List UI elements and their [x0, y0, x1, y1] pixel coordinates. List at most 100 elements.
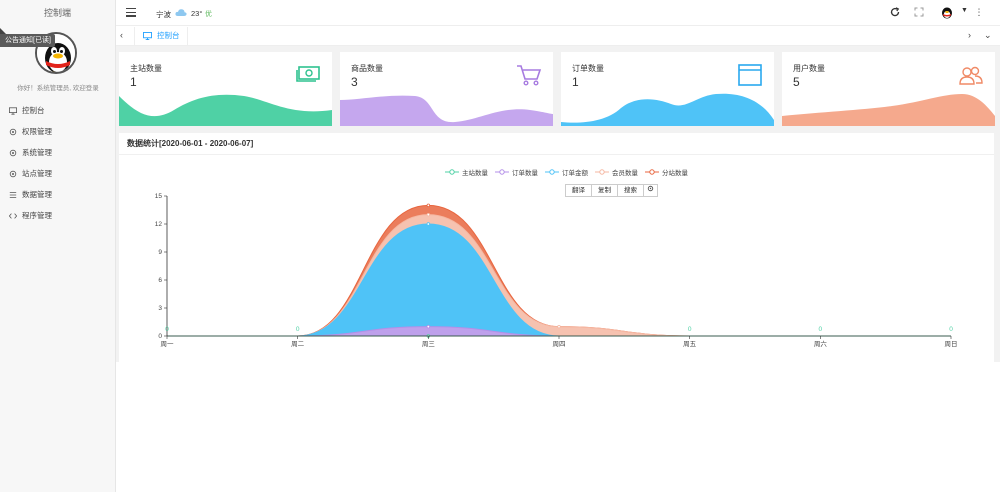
- x-tick-label: 周五: [683, 340, 697, 348]
- data-point: [426, 203, 431, 208]
- stats-panel: 数据统计[2020-06-01 - 2020-06-07] 主站数量 订单数量 …: [119, 133, 994, 362]
- users-icon: [959, 66, 983, 85]
- y-tick-label: 3: [158, 305, 162, 312]
- tab-bar: ‹ 控制台 › ⌄: [116, 26, 1000, 46]
- x-tick-label: 周六: [814, 339, 828, 348]
- stats-title: 数据统计[2020-06-01 - 2020-06-07]: [127, 139, 254, 148]
- sidebar-item-site[interactable]: 站点管理: [0, 163, 116, 184]
- y-tick-label: 6: [158, 277, 162, 284]
- chevron-down-icon[interactable]: ▼: [961, 7, 968, 14]
- x-tick-label: 周三: [422, 340, 436, 348]
- legend-swatch: [645, 169, 659, 175]
- x-tick-label: 周一: [161, 340, 175, 348]
- legend-swatch: [445, 169, 459, 175]
- user-avatar-icon[interactable]: [940, 5, 954, 19]
- stat-card-orders: 订单数量 1: [561, 52, 774, 126]
- sidebar-item-permission[interactable]: 权限管理: [0, 121, 116, 142]
- sidebar-item-system[interactable]: 系统管理: [0, 142, 116, 163]
- sidebar-item-label: 数据管理: [22, 190, 52, 199]
- sidebar-title: 控制端: [43, 8, 71, 18]
- chevron-left-icon[interactable]: ‹: [120, 30, 123, 40]
- penguin-avatar-icon: [37, 34, 75, 72]
- legend-item[interactable]: 分站数量: [645, 167, 688, 177]
- legend-item[interactable]: 会员数量: [595, 167, 638, 177]
- tab-dashboard[interactable]: 控制台: [134, 27, 188, 45]
- legend-item[interactable]: 主站数量: [445, 167, 488, 177]
- sidebar-item-label: 系统管理: [22, 148, 52, 157]
- data-label: 0: [688, 326, 692, 333]
- data-point: [426, 324, 431, 329]
- data-point: [557, 324, 561, 329]
- y-tick-label: 9: [158, 249, 162, 256]
- greeting-text: 你好！系统管理员, 欢迎登录: [17, 85, 99, 92]
- gear-icon: [647, 185, 654, 192]
- monitor-icon: [9, 106, 17, 115]
- stat-card-title: 用户数量: [793, 64, 825, 73]
- series-line: [167, 204, 951, 337]
- chevron-down-icon[interactable]: ⌄: [984, 30, 992, 40]
- settings-icon: [9, 149, 17, 156]
- avatar[interactable]: [35, 32, 77, 74]
- y-tick-label: 12: [155, 221, 163, 228]
- settings-button[interactable]: [643, 184, 658, 197]
- sidebar-item-label: 权限管理: [22, 127, 52, 136]
- legend-label: 主站数量: [462, 170, 488, 177]
- series-line: [167, 223, 951, 337]
- data-label: 0: [296, 326, 300, 333]
- sidebar-item-program[interactable]: 程序管理: [0, 205, 116, 226]
- money-icon: [296, 66, 320, 82]
- stat-card-title: 订单数量: [572, 64, 604, 73]
- notice-badge[interactable]: 公告通知[已读]: [0, 34, 55, 47]
- fullscreen-icon[interactable]: [914, 7, 924, 17]
- data-label: 0: [165, 326, 169, 333]
- stat-card-value: 5: [793, 75, 800, 89]
- top-header: 宁波 23° 优 ▼ ⋮: [116, 0, 1000, 26]
- cloud-icon: [175, 9, 187, 16]
- x-tick-label: 周四: [553, 340, 566, 348]
- sidebar-item-label: 程序管理: [22, 211, 52, 220]
- sidebar-item-data[interactable]: 数据管理: [0, 184, 116, 205]
- series-area: [167, 214, 951, 336]
- legend-label: 分站数量: [662, 170, 688, 177]
- chart-legend: 主站数量 订单数量 订单金额 会员数量 分站数量: [445, 167, 688, 177]
- stat-card-title: 主站数量: [130, 64, 162, 73]
- stat-card-value: 1: [130, 75, 137, 89]
- monitor-icon: [143, 32, 152, 40]
- list-icon: [9, 191, 17, 198]
- settings-icon: [9, 128, 17, 135]
- series-line: [167, 214, 951, 337]
- y-tick-label: 0: [158, 333, 162, 340]
- stat-card-users: 用户数量 5: [782, 52, 995, 126]
- code-icon: [9, 212, 17, 219]
- divider: [119, 154, 994, 155]
- series-area: [167, 205, 951, 336]
- cart-icon: [517, 65, 542, 86]
- more-vertical-icon[interactable]: ⋮: [974, 7, 984, 17]
- card-wave: [782, 94, 995, 126]
- data-label: 0: [949, 326, 953, 333]
- x-tick-label: 周日: [945, 340, 958, 348]
- sidebar-menu: 控制台 权限管理 系统管理 站点管理 数据管理 程序管理: [0, 100, 116, 226]
- legend-label: 会员数量: [612, 170, 638, 177]
- sidebar-item-dashboard[interactable]: 控制台: [0, 100, 116, 121]
- sidebar-item-label: 站点管理: [22, 169, 52, 178]
- refresh-icon[interactable]: [890, 7, 900, 17]
- chart-toolbox: 翻译 复制 搜索: [565, 184, 658, 197]
- search-button[interactable]: 搜索: [617, 184, 644, 197]
- card-wave: [561, 93, 774, 126]
- window-icon: [738, 64, 762, 86]
- legend-item[interactable]: 订单数量: [495, 167, 538, 177]
- legend-item[interactable]: 订单金额: [545, 167, 588, 177]
- settings-icon: [9, 170, 17, 177]
- chevron-right-icon[interactable]: ›: [968, 30, 971, 40]
- menu-toggle-icon[interactable]: [126, 8, 136, 17]
- series-area: [167, 326, 951, 336]
- card-wave: [340, 95, 553, 126]
- weather-aqi: 优: [205, 11, 212, 18]
- data-label: 0: [819, 326, 823, 333]
- y-tick-label: 15: [155, 193, 163, 200]
- legend-swatch: [595, 169, 609, 175]
- stat-card-value: 1: [572, 75, 579, 89]
- legend-label: 订单金额: [562, 170, 588, 177]
